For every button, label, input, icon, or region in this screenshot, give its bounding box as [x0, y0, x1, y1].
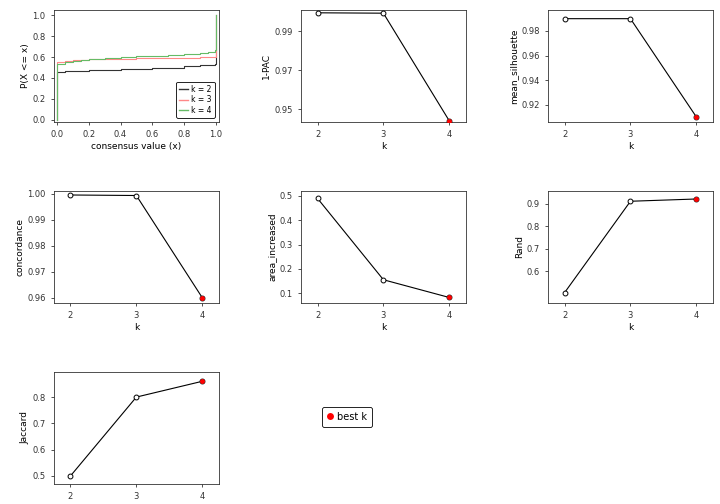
Y-axis label: Rand: Rand — [515, 235, 523, 259]
Y-axis label: P(X <= x): P(X <= x) — [21, 43, 30, 88]
Legend: best k: best k — [323, 407, 372, 427]
Legend: k = 2, k = 3, k = 4: k = 2, k = 3, k = 4 — [176, 82, 215, 118]
Y-axis label: mean_silhouette: mean_silhouette — [510, 28, 518, 104]
X-axis label: k: k — [628, 323, 633, 332]
X-axis label: consensus value (x): consensus value (x) — [91, 142, 181, 151]
X-axis label: k: k — [628, 142, 633, 151]
Y-axis label: concordance: concordance — [15, 218, 24, 276]
X-axis label: k: k — [381, 142, 386, 151]
X-axis label: k: k — [134, 323, 139, 332]
Y-axis label: Jaccard: Jaccard — [21, 411, 30, 445]
Y-axis label: area_increased: area_increased — [268, 213, 276, 281]
Y-axis label: 1-PAC: 1-PAC — [262, 53, 271, 79]
X-axis label: k: k — [381, 323, 386, 332]
